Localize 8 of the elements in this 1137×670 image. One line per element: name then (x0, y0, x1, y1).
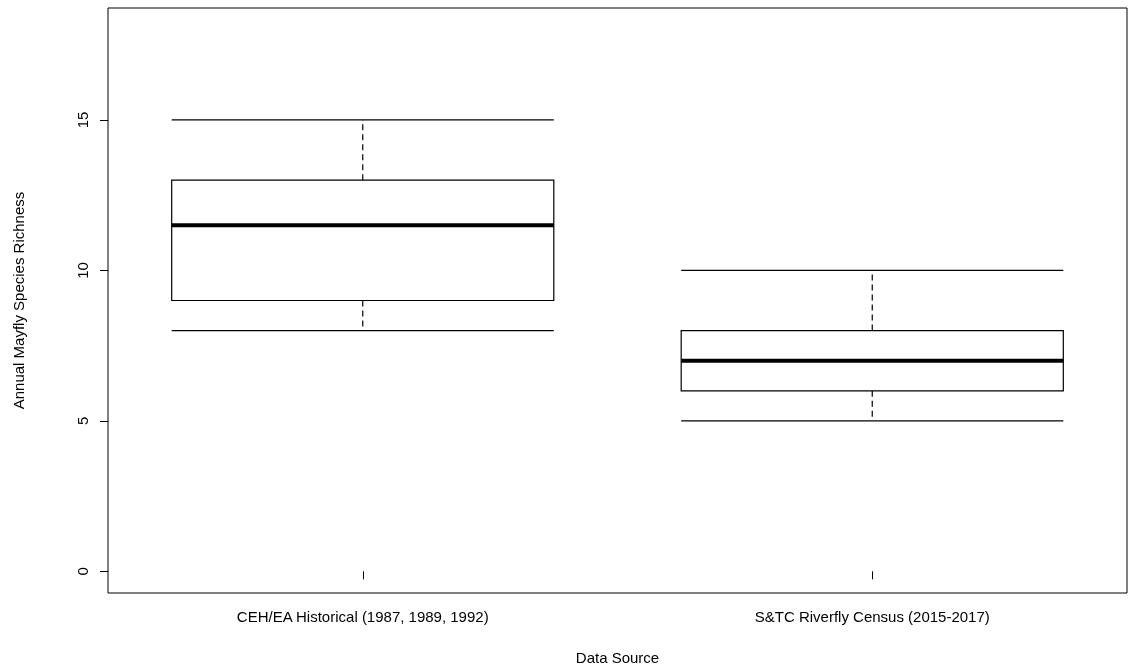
x-tick-label: CEH/EA Historical (1987, 1989, 1992) (236, 608, 489, 625)
y-tick-label: 10 (74, 262, 91, 279)
x-axis-title: Data Source (575, 649, 660, 666)
x-tick-label: S&TC Riverfly Census (2015-2017) (754, 608, 990, 625)
y-tick-label: 5 (74, 416, 91, 426)
y-tick-label: 15 (74, 111, 91, 129)
y-axis-title: Annual Mayfly Species Richness (10, 191, 27, 410)
y-tick-label: 0 (74, 567, 91, 576)
